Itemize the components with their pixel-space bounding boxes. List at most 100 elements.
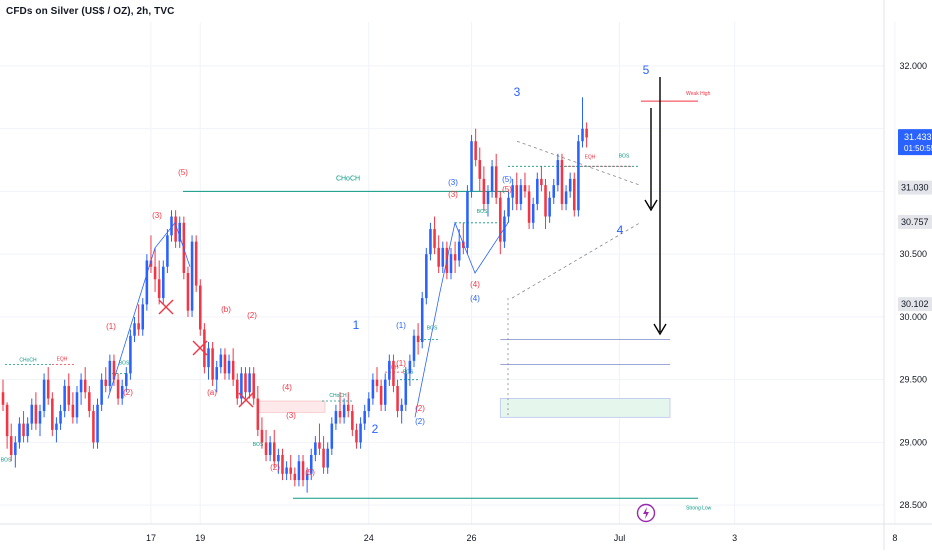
weak-high-label: Weak High: [686, 91, 711, 97]
candle: [494, 166, 498, 198]
candle: [371, 379, 375, 399]
candle: [330, 423, 334, 449]
candle: [1, 392, 5, 405]
bos-label: BOS: [619, 153, 630, 159]
candle: [289, 467, 292, 474]
subwave-label: (5): [305, 468, 315, 477]
candle: [104, 379, 108, 386]
wave-path: [107, 221, 191, 399]
x-tick-label: 3: [732, 533, 737, 543]
candle: [207, 348, 210, 368]
candle: [585, 128, 588, 138]
candle: [14, 442, 17, 455]
strong-low-label: Strong Low: [686, 505, 712, 511]
candle: [577, 141, 580, 211]
candle: [396, 385, 399, 412]
candle: [388, 360, 391, 380]
current-price-label: 31.433: [904, 132, 932, 142]
candle: [531, 203, 535, 223]
bos-label: BOS: [403, 370, 414, 376]
candle: [211, 348, 214, 380]
bos-label: BOS: [1, 457, 12, 463]
price-level-badge: [898, 297, 932, 312]
triangle-line: [516, 140, 641, 186]
candle: [272, 442, 276, 462]
subwave-label: (b): [221, 305, 231, 314]
subwave-label: (3): [448, 190, 458, 199]
candle: [166, 235, 169, 267]
candle: [96, 404, 99, 443]
wave-label: 3: [514, 85, 521, 99]
x-mark-icon: [158, 299, 174, 315]
candle: [326, 448, 329, 468]
x-tick-label: 8: [892, 533, 897, 543]
candle: [523, 185, 527, 192]
candle: [231, 360, 235, 380]
candle: [42, 379, 46, 412]
candle: [252, 373, 255, 399]
candle: [260, 429, 264, 443]
y-tick-label: 32.000: [899, 61, 927, 71]
candle: [264, 442, 268, 455]
candle: [248, 373, 251, 393]
candle: [26, 423, 29, 437]
wave-path: [414, 221, 509, 418]
chart-title: CFDs on Silver (US$ / OZ), 2h, TVC: [6, 6, 175, 17]
candle: [515, 185, 519, 204]
candle: [564, 191, 568, 204]
candle: [408, 360, 412, 374]
candle: [88, 392, 91, 412]
candle: [162, 266, 165, 299]
candle: [470, 141, 473, 192]
candle: [92, 411, 95, 443]
candle: [338, 411, 342, 418]
bos-label: BOS: [477, 209, 488, 215]
candle: [346, 404, 350, 412]
candle: [227, 360, 231, 374]
y-tick-label: 29.000: [899, 437, 927, 447]
subwave-label: (2): [247, 311, 257, 320]
subwave-label: (1): [396, 359, 406, 368]
projection-arrow-head: [644, 199, 658, 212]
subwave-label: (2): [415, 417, 425, 426]
triangle-line: [511, 222, 641, 299]
candle: [544, 185, 547, 217]
candle: [157, 279, 161, 299]
candle: [285, 467, 288, 474]
candle: [9, 436, 13, 455]
candle: [420, 298, 424, 343]
price-level-label: 30.102: [901, 299, 929, 309]
candle: [527, 191, 531, 223]
candle: [51, 398, 54, 430]
wave-label: 2: [372, 422, 379, 436]
candle: [199, 285, 202, 330]
candle: [22, 423, 25, 437]
candle: [425, 254, 428, 299]
subwave-label: (4): [470, 280, 480, 289]
eqh-label: EQH: [585, 154, 596, 160]
tradingview-logo-icon: [636, 503, 656, 523]
candle: [79, 379, 83, 393]
choch-label: CHoCH: [329, 393, 347, 399]
candle: [383, 379, 387, 405]
y-tick-label: 30.000: [899, 312, 927, 322]
price-level-badge: [898, 214, 932, 229]
candle: [18, 423, 21, 443]
candle: [478, 160, 482, 179]
y-tick-label: 30.500: [899, 249, 927, 259]
subwave-label: (2): [415, 404, 425, 413]
candle: [314, 442, 317, 455]
candle: [100, 379, 103, 405]
candle: [223, 354, 227, 374]
candle: [203, 329, 206, 368]
wave-label: 5: [643, 63, 650, 77]
candle: [244, 373, 247, 393]
candle: [141, 304, 145, 330]
current-price-badge: [898, 129, 932, 156]
candle: [301, 461, 305, 481]
candle: [297, 461, 301, 481]
candle: [536, 178, 539, 204]
subwave-label: (5): [502, 175, 512, 184]
